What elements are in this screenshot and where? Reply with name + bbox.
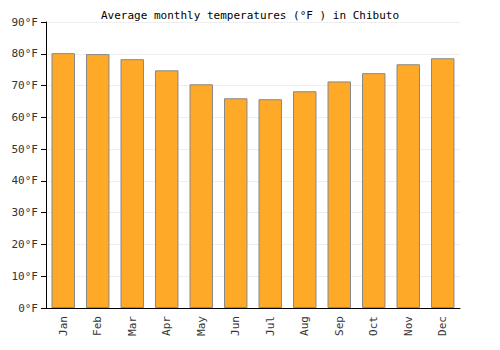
svg-text:Aug: Aug	[298, 316, 311, 336]
svg-text:Dec: Dec	[436, 316, 449, 336]
svg-text:Apr: Apr	[160, 316, 173, 336]
svg-text:Average monthly temperatures (: Average monthly temperatures (°F ) in Ch…	[101, 9, 399, 22]
svg-text:Nov: Nov	[402, 316, 415, 336]
svg-text:50°F: 50°F	[12, 143, 39, 156]
svg-text:20°F: 20°F	[12, 238, 39, 251]
svg-text:30°F: 30°F	[12, 206, 39, 219]
svg-text:Sep: Sep	[333, 316, 346, 336]
svg-text:60°F: 60°F	[12, 111, 39, 124]
svg-text:Oct: Oct	[367, 316, 380, 336]
svg-text:Feb: Feb	[91, 316, 104, 336]
svg-text:Jul: Jul	[264, 316, 277, 336]
svg-text:10°F: 10°F	[12, 270, 39, 283]
svg-text:80°F: 80°F	[12, 47, 39, 60]
svg-text:Jan: Jan	[57, 316, 70, 336]
svg-text:Mar: Mar	[126, 316, 139, 336]
svg-text:40°F: 40°F	[12, 174, 39, 187]
svg-text:May: May	[195, 316, 208, 336]
svg-text:0°F: 0°F	[18, 302, 38, 315]
svg-text:Jun: Jun	[229, 316, 242, 336]
svg-text:90°F: 90°F	[12, 16, 39, 29]
svg-text:70°F: 70°F	[12, 79, 39, 92]
